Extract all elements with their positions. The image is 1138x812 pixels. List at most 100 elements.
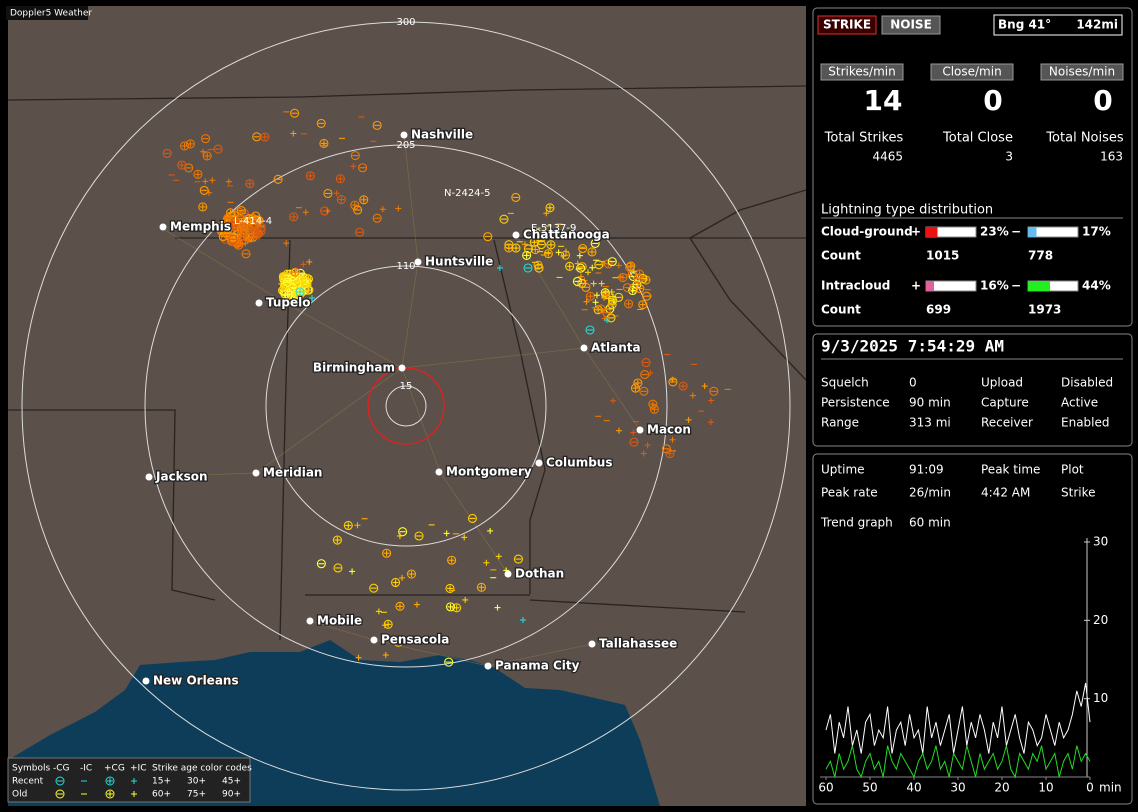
strike-symbol xyxy=(601,294,608,301)
strike-ring xyxy=(629,437,639,447)
strike-symbol xyxy=(630,429,637,436)
strike-ring xyxy=(630,383,641,393)
range-ring xyxy=(385,385,427,427)
legend-age: 60+ xyxy=(152,790,171,800)
legend-symbol xyxy=(105,789,115,799)
strike-symbol xyxy=(522,250,532,260)
strike-ring xyxy=(393,637,403,648)
strike-ring xyxy=(369,583,379,593)
strike-ring xyxy=(289,212,299,222)
distribution-title: Lightning type distribution xyxy=(821,203,993,218)
sign: − xyxy=(1011,225,1021,239)
strike-symbol xyxy=(393,637,403,648)
strike-symbol xyxy=(244,214,254,224)
percent-label: 44% xyxy=(1082,279,1111,293)
strike-symbol xyxy=(587,247,597,257)
strike-ring xyxy=(232,219,242,229)
strike-symbol xyxy=(320,206,330,216)
strike-symbol xyxy=(414,531,424,541)
strike-ring xyxy=(350,200,360,210)
stat-cell: Plot xyxy=(1061,463,1084,477)
state-border xyxy=(8,85,806,101)
city-dot xyxy=(414,258,422,266)
strike-ring xyxy=(273,174,283,184)
strike-symbol xyxy=(608,289,615,296)
city-dot xyxy=(370,636,378,644)
strike-symbol xyxy=(641,358,651,368)
strike-symbol xyxy=(592,299,599,306)
strike-symbol xyxy=(282,277,293,287)
city-label: Panama City xyxy=(495,659,580,673)
strike-symbol xyxy=(585,325,595,335)
strike-symbol xyxy=(236,206,246,216)
strike-symbol xyxy=(685,416,692,423)
strike-ring xyxy=(545,203,555,213)
strike-symbol xyxy=(162,148,172,158)
strike-symbol xyxy=(545,203,555,213)
city-label: Huntsville xyxy=(425,255,493,269)
strike-ring xyxy=(607,257,617,267)
strike-ring xyxy=(234,240,244,250)
strike-symbol xyxy=(614,292,624,302)
strike-symbol xyxy=(689,392,696,399)
strike-symbol xyxy=(242,240,249,247)
x-tick-label: 20 xyxy=(994,781,1009,795)
strike-symbol xyxy=(369,583,379,593)
strike-ring xyxy=(290,108,300,118)
strike-symbol xyxy=(177,160,187,170)
y-tick-label: 20 xyxy=(1093,613,1108,627)
mode-button[interactable] xyxy=(881,15,941,35)
strike-ring xyxy=(390,577,401,588)
strike-symbol xyxy=(297,275,307,285)
range-ring xyxy=(265,265,547,547)
city-label: Nashville xyxy=(411,128,473,142)
strike-symbol xyxy=(707,419,714,426)
strike-ring xyxy=(223,213,233,223)
count-label: Count xyxy=(821,303,861,317)
strike-symbol xyxy=(495,553,502,560)
strike-symbol xyxy=(306,258,313,265)
strike-ring xyxy=(504,243,514,253)
percent-bar xyxy=(926,281,934,291)
city-dot xyxy=(142,677,150,685)
strike-ring xyxy=(278,271,288,282)
strike-symbol xyxy=(379,206,386,213)
setting-cell: Receiver xyxy=(981,416,1033,430)
strike-symbol xyxy=(534,263,544,273)
strike-ring xyxy=(445,602,456,612)
x-tick-label: 30 xyxy=(950,781,965,795)
strike-symbol xyxy=(300,282,310,292)
strike-ring xyxy=(241,249,251,259)
mode-button[interactable] xyxy=(817,15,877,35)
setting-cell: 313 mi xyxy=(909,416,951,430)
total-label: Total Noises xyxy=(1045,131,1124,146)
legend-symbol xyxy=(55,776,65,786)
strike-symbol xyxy=(589,264,596,271)
strike-symbol xyxy=(638,300,648,310)
total-value: 163 xyxy=(1100,150,1123,164)
strike-symbol xyxy=(604,317,610,323)
stat-cell: Peak rate xyxy=(821,486,878,500)
city-dot xyxy=(484,662,492,670)
strike-symbol xyxy=(543,249,553,259)
strike-ring xyxy=(239,208,249,219)
strike-symbol xyxy=(282,292,289,299)
strike-symbol xyxy=(382,548,392,558)
stat-cell: 4:42 AM xyxy=(981,486,1030,500)
state-border xyxy=(8,409,216,601)
count-label: Count xyxy=(821,249,861,263)
strike-symbol xyxy=(523,263,533,273)
strike-symbol xyxy=(625,271,632,278)
x-tick-label: 0 xyxy=(1086,781,1094,795)
strike-symbol xyxy=(644,442,651,449)
strike-ring xyxy=(639,386,649,396)
strike-symbol xyxy=(523,244,534,254)
strike-symbol xyxy=(217,220,227,230)
strike-ring xyxy=(614,292,624,302)
strike-symbol xyxy=(543,233,550,240)
strike-symbol xyxy=(335,174,345,184)
strike-ring xyxy=(55,789,65,799)
strike-ring xyxy=(336,195,346,205)
strike-ring xyxy=(162,148,172,158)
strike-symbol xyxy=(443,530,450,537)
